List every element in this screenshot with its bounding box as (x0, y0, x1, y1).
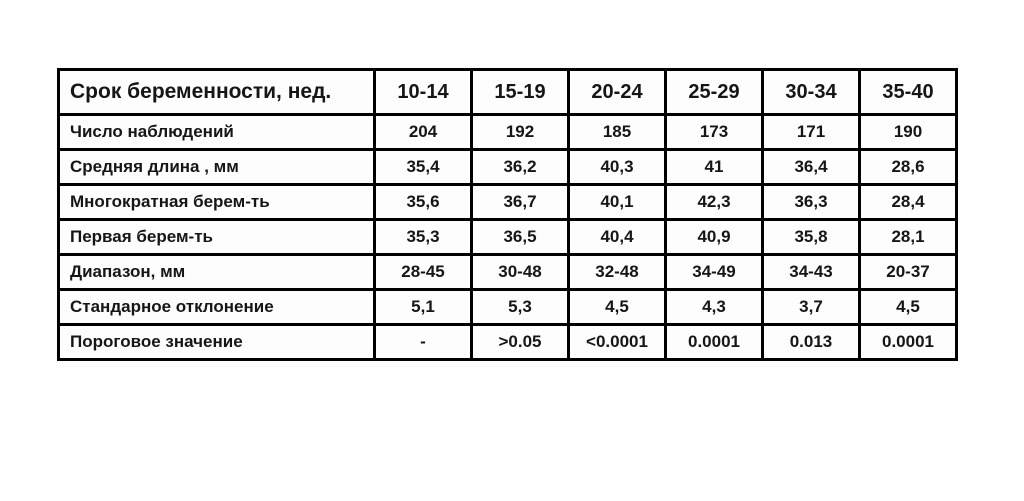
row-label: Стандарное отклонение (57, 288, 376, 326)
table-cell: 40,4 (567, 218, 667, 256)
table-cell: >0.05 (470, 323, 570, 361)
table-cell: 171 (761, 113, 861, 151)
table-cell: 40,1 (567, 183, 667, 221)
row-label: Первая берем-ть (57, 218, 376, 256)
column-header-35-40: 35-40 (858, 68, 958, 116)
table-cell: 36,4 (761, 148, 861, 186)
table-header-row: Срок беременности, нед. 10-14 15-19 20-2… (57, 68, 958, 116)
table-cell: 36,7 (470, 183, 570, 221)
table-cell: 35,6 (373, 183, 473, 221)
table-cell: 4,5 (858, 288, 958, 326)
table-cell: 42,3 (664, 183, 764, 221)
column-header-20-24: 20-24 (567, 68, 667, 116)
row-label: Диапазон, мм (57, 253, 376, 291)
gestation-length-table: Срок беременности, нед. 10-14 15-19 20-2… (57, 68, 958, 361)
table-cell: 204 (373, 113, 473, 151)
table-cell: 28,6 (858, 148, 958, 186)
table-cell: 34-49 (664, 253, 764, 291)
column-header-25-29: 25-29 (664, 68, 764, 116)
table-header-label: Срок беременности, нед. (57, 68, 376, 116)
table-cell: 36,2 (470, 148, 570, 186)
table-cell: 192 (470, 113, 570, 151)
table-cell: 32-48 (567, 253, 667, 291)
table-cell: 28-45 (373, 253, 473, 291)
column-header-15-19: 15-19 (470, 68, 570, 116)
table-cell: 30-48 (470, 253, 570, 291)
table-cell: 35,4 (373, 148, 473, 186)
table-cell: 20-37 (858, 253, 958, 291)
table-cell: 28,4 (858, 183, 958, 221)
table-row-mean-length: Средняя длина , мм 35,4 36,2 40,3 41 36,… (57, 148, 958, 186)
table-cell: 5,3 (470, 288, 570, 326)
table-cell: 36,3 (761, 183, 861, 221)
row-label: Число наблюдений (57, 113, 376, 151)
table-cell: 4,5 (567, 288, 667, 326)
table-row-threshold: Пороговое значение - >0.05 <0.0001 0.000… (57, 323, 958, 361)
table-row-first-pregnancy: Первая берем-ть 35,3 36,5 40,4 40,9 35,8… (57, 218, 958, 256)
table-cell: 3,7 (761, 288, 861, 326)
table-cell: 0.013 (761, 323, 861, 361)
table-cell: 185 (567, 113, 667, 151)
table-cell: - (373, 323, 473, 361)
row-label: Пороговое значение (57, 323, 376, 361)
column-header-30-34: 30-34 (761, 68, 861, 116)
table-row-multiparous: Многократная берем-ть 35,6 36,7 40,1 42,… (57, 183, 958, 221)
table-row-range: Диапазон, мм 28-45 30-48 32-48 34-49 34-… (57, 253, 958, 291)
table-cell: 173 (664, 113, 764, 151)
table-cell: 5,1 (373, 288, 473, 326)
table-cell: 35,3 (373, 218, 473, 256)
table-cell: 28,1 (858, 218, 958, 256)
table-row-observations: Число наблюдений 204 192 185 173 171 190 (57, 113, 958, 151)
table-cell: 190 (858, 113, 958, 151)
table-cell: 35,8 (761, 218, 861, 256)
table-cell: 4,3 (664, 288, 764, 326)
table-row-std-deviation: Стандарное отклонение 5,1 5,3 4,5 4,3 3,… (57, 288, 958, 326)
table-cell: 41 (664, 148, 764, 186)
table-cell: 0.0001 (664, 323, 764, 361)
table-cell: 40,9 (664, 218, 764, 256)
column-header-10-14: 10-14 (373, 68, 473, 116)
row-label: Средняя длина , мм (57, 148, 376, 186)
table-cell: 34-43 (761, 253, 861, 291)
table-cell: 40,3 (567, 148, 667, 186)
table-cell: 36,5 (470, 218, 570, 256)
table-cell: 0.0001 (858, 323, 958, 361)
table-cell: <0.0001 (567, 323, 667, 361)
row-label: Многократная берем-ть (57, 183, 376, 221)
